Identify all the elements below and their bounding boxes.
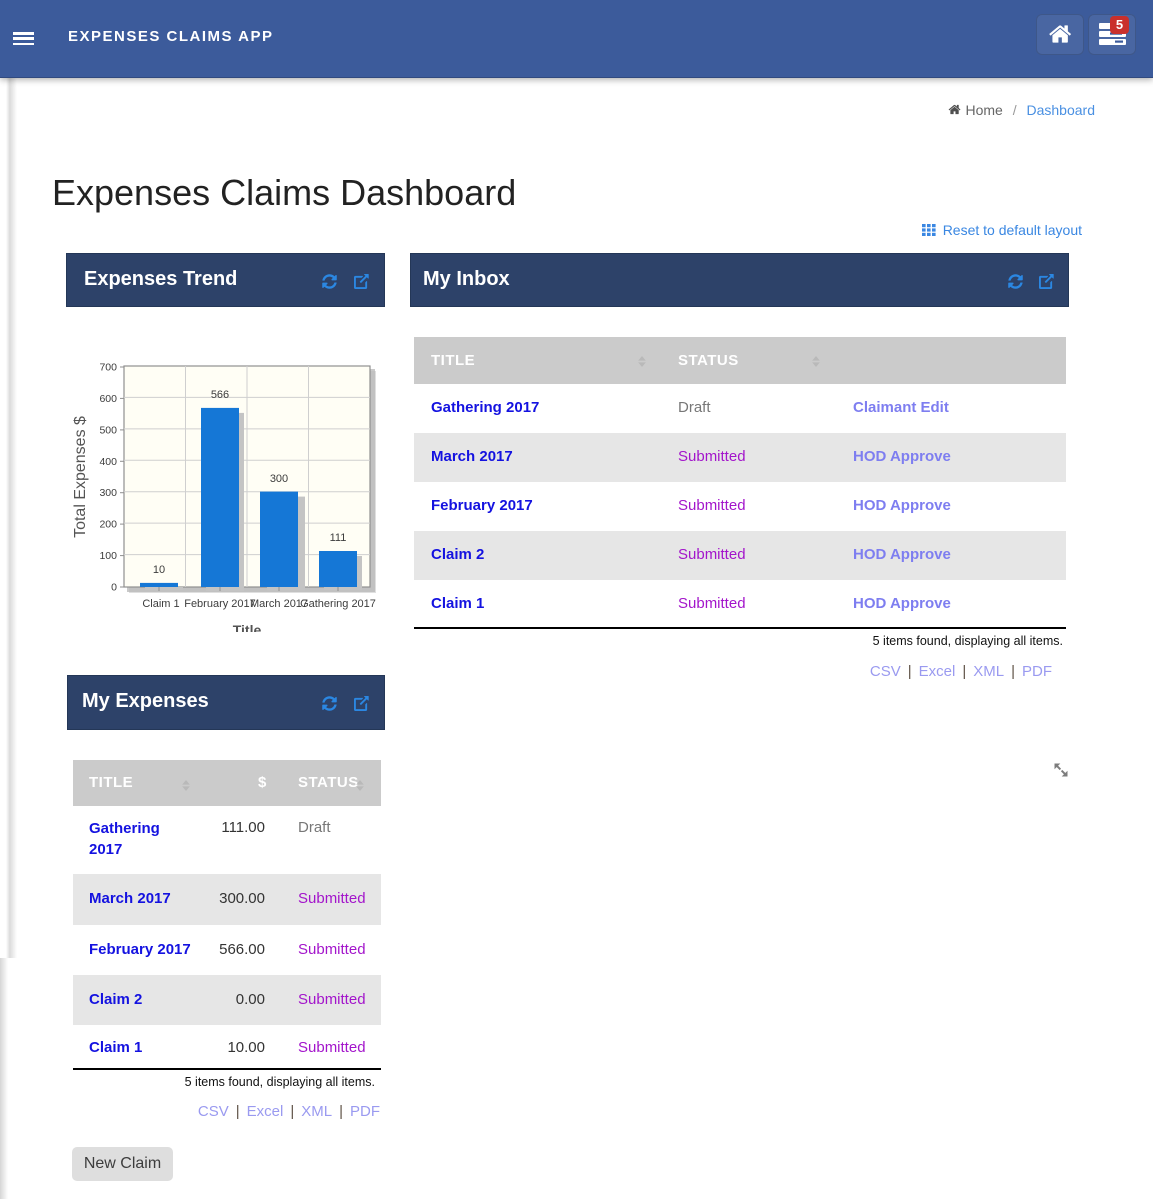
- svg-text:200: 200: [99, 519, 117, 531]
- svg-text:400: 400: [99, 456, 117, 468]
- svg-text:0: 0: [111, 582, 117, 594]
- svg-text:700: 700: [99, 362, 117, 374]
- svg-text:February 2017: February 2017: [184, 598, 256, 610]
- svg-text:Claim 1: Claim 1: [142, 598, 179, 610]
- svg-text:566: 566: [211, 389, 229, 401]
- svg-text:10: 10: [153, 564, 165, 576]
- svg-text:300: 300: [270, 473, 288, 485]
- svg-text:500: 500: [99, 424, 117, 436]
- svg-text:Title: Title: [233, 622, 262, 632]
- svg-text:111: 111: [330, 532, 347, 544]
- svg-text:100: 100: [99, 550, 117, 562]
- svg-text:Total Expenses $: Total Expenses $: [72, 416, 89, 538]
- svg-text:600: 600: [99, 393, 117, 405]
- svg-text:Gathering 2017: Gathering 2017: [300, 598, 376, 610]
- svg-text:300: 300: [99, 487, 117, 499]
- svg-text:March 2017: March 2017: [250, 598, 308, 610]
